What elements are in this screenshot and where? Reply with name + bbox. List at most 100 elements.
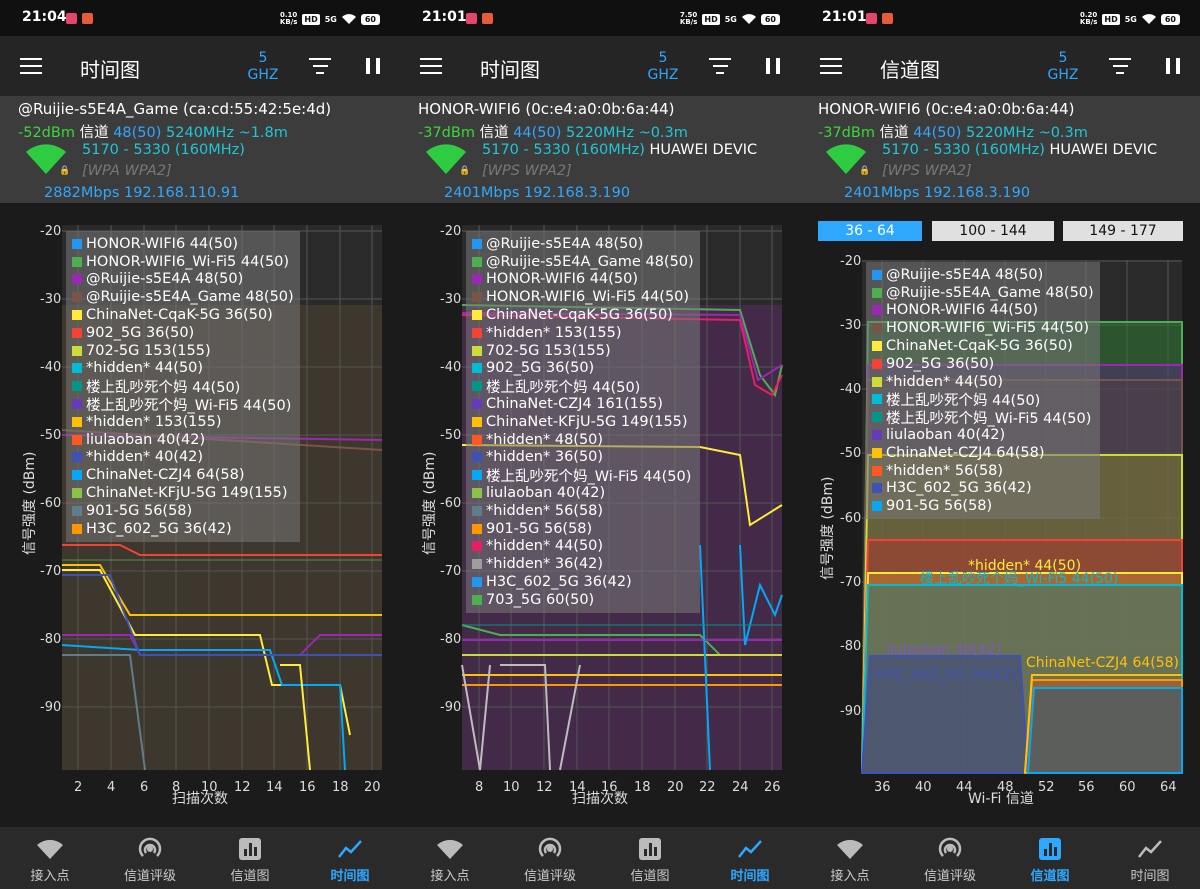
- legend-label: HONOR-WIFI6 44(50): [886, 302, 1038, 319]
- nav-item-1[interactable]: 信道评级: [100, 827, 200, 889]
- net-speed-unit: KB/s: [1079, 18, 1098, 26]
- legend-swatch: [872, 501, 882, 512]
- legend-swatch: [872, 341, 882, 352]
- legend-swatch: [472, 488, 482, 499]
- legend-label: 楼上乱吵死个妈_Wi-Fi5 44(50): [86, 397, 292, 414]
- y-tick: -20: [440, 224, 461, 239]
- legend-swatch: [72, 381, 82, 392]
- legend-label: 901-5G 56(58): [486, 520, 593, 537]
- nav-item-0[interactable]: 接入点: [0, 827, 100, 889]
- legend-item: H3C_602_5G 36(42): [872, 480, 1094, 498]
- nav-label: 接入点: [30, 869, 70, 884]
- pause-icon[interactable]: [1166, 58, 1180, 74]
- channel-range-tabs: 36 - 64 100 - 144 149 - 177: [800, 218, 1200, 244]
- legend-item: 楼上乱吵死个妈 44(50): [72, 377, 294, 396]
- legend-label: 703_5G 60(50): [486, 591, 595, 608]
- y-tick: -40: [440, 360, 461, 375]
- ap-frequency-range: 5170 - 5330 (160MHz): [882, 142, 1045, 158]
- filter-icon[interactable]: [709, 58, 731, 74]
- ap-signal: -37dBm: [818, 125, 875, 141]
- legend-swatch: [472, 399, 482, 410]
- nav-label: 时间图: [730, 869, 770, 884]
- legend-label: @Ruijie-s5E4A 48(50): [86, 271, 244, 288]
- legend-item: *hidden* 44(50): [872, 373, 1094, 391]
- legend-swatch: [72, 310, 82, 321]
- band-toggle-button[interactable]: 5 GHZ: [645, 50, 681, 84]
- tab-channel-100-144[interactable]: 100 - 144: [932, 221, 1054, 241]
- ap-channel-label: 信道: [79, 125, 109, 141]
- legend-item: @Ruijie-s5E4A 48(50): [872, 266, 1094, 284]
- ap-frequency-range: 5170 - 5330 (160MHz): [82, 142, 245, 158]
- legend-item: *hidden* 153(155): [72, 413, 294, 431]
- status-bar: 21:01 0.20 KB/s HD 5G 60: [800, 0, 1200, 36]
- nav-item-3[interactable]: 时间图: [300, 827, 400, 889]
- nav-item-0[interactable]: 接入点: [400, 827, 500, 889]
- legend-label: liulaoban 40(42): [886, 427, 1006, 444]
- menu-icon[interactable]: [420, 58, 442, 74]
- legend-item: 902_5G 36(50): [872, 355, 1094, 373]
- net-speed-unit: KB/s: [279, 18, 298, 26]
- x-tick: 8: [475, 780, 483, 795]
- legend-item: @Ruijie-s5E4A 48(50): [72, 271, 294, 289]
- nav-item-3[interactable]: 时间图: [1100, 827, 1200, 889]
- y-tick: -50: [40, 428, 61, 443]
- legend-item: *hidden* 40(42): [72, 449, 294, 467]
- y-axis-label: 信号强度 (dBm): [22, 451, 38, 555]
- x-tick: 18: [332, 780, 349, 795]
- band-toggle-button[interactable]: 5 GHZ: [1045, 50, 1081, 84]
- legend-item: 楼上乱吵死个妈_Wi-Fi5 44(50): [472, 466, 694, 485]
- connected-ap-info[interactable]: HONOR-WIFI6 (0c:e4:a0:0b:6a:44) -37dBm 信…: [800, 96, 1200, 203]
- legend-swatch: [72, 292, 82, 303]
- connected-ap-info[interactable]: @Ruijie-s5E4A_Game (ca:cd:55:42:5e:4d) -…: [0, 96, 400, 203]
- connected-ap-info[interactable]: HONOR-WIFI6 (0c:e4:a0:0b:6a:44) -37dBm 信…: [400, 96, 800, 203]
- legend-swatch: [872, 269, 882, 280]
- nav-item-2[interactable]: 信道图: [200, 827, 300, 889]
- hd-icon: HD: [1102, 13, 1120, 25]
- ap-distance: ~0.3m: [1038, 125, 1088, 141]
- legend-item: ChinaNet-CqaK-5G 36(50): [72, 306, 294, 324]
- legend-item: ChinaNet-CqaK-5G 36(50): [472, 306, 694, 324]
- pause-icon[interactable]: [366, 58, 380, 74]
- nav-item-2[interactable]: 信道图: [600, 827, 700, 889]
- legend-label: 901-5G 56(58): [86, 502, 193, 519]
- filter-icon[interactable]: [309, 58, 331, 74]
- legend-label: HONOR-WIFI6 44(50): [486, 271, 638, 288]
- nav-item-1[interactable]: 信道评级: [900, 827, 1000, 889]
- nav-item-0[interactable]: 接入点: [800, 827, 900, 889]
- legend-item: liulaoban 40(42): [72, 431, 294, 449]
- wifi-signal-icon: [826, 144, 866, 174]
- band-toggle-button[interactable]: 5 GHZ: [245, 50, 281, 84]
- menu-icon[interactable]: [820, 58, 842, 74]
- filter-icon[interactable]: [1109, 58, 1131, 74]
- y-axis-label: 信号强度 (dBm): [422, 451, 438, 555]
- x-tick: 8: [172, 780, 180, 795]
- tab-channel-149-177[interactable]: 149 - 177: [1063, 221, 1183, 241]
- nav-item-1[interactable]: 信道评级: [500, 827, 600, 889]
- nav-item-2[interactable]: 信道图: [1000, 827, 1100, 889]
- tab-channel-36-64[interactable]: 36 - 64: [818, 221, 922, 241]
- legend-swatch: [72, 399, 82, 410]
- legend-item: H3C_602_5G 36(42): [472, 573, 694, 591]
- x-tick: 2: [74, 780, 82, 795]
- legend-item: H3C_602_5G 36(42): [72, 520, 294, 538]
- legend-swatch: [472, 470, 482, 481]
- legend-swatch: [872, 483, 882, 494]
- legend-label: *hidden* 56(58): [486, 502, 604, 519]
- legend-item: @Ruijie-s5E4A_Game 48(50): [472, 253, 694, 271]
- legend-label: 楼上乱吵死个妈_Wi-Fi5 44(50): [486, 468, 692, 485]
- bar-chart-icon: [639, 838, 661, 860]
- legend-swatch: [472, 327, 482, 338]
- ap-speed-ip: 2401Mbps 192.168.3.190: [844, 185, 1031, 201]
- legend-swatch: [72, 363, 82, 374]
- lock-icon: 🔒: [459, 166, 471, 176]
- legend-item: *hidden* 44(50): [72, 360, 294, 378]
- pause-icon[interactable]: [766, 58, 780, 74]
- ap-channel-label: 信道: [879, 125, 909, 141]
- legend-label: ChinaNet-CqaK-5G 36(50): [86, 307, 273, 324]
- nav-item-3[interactable]: 时间图: [700, 827, 800, 889]
- ap-signal: -37dBm: [418, 125, 475, 141]
- legend-label: *hidden* 153(155): [486, 324, 622, 341]
- panel-channel-graph: 21:01 0.20 KB/s HD 5G 60 信道图 5 GHZ HONOR-W…: [800, 0, 1200, 889]
- menu-icon[interactable]: [20, 58, 42, 74]
- legend-swatch: [872, 376, 882, 387]
